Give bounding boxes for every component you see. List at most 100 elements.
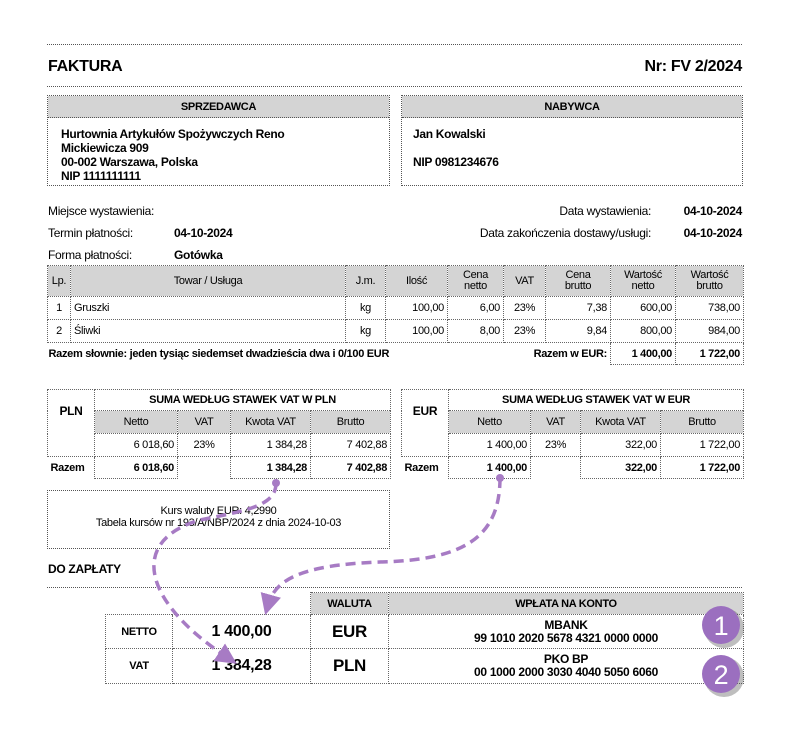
buyer-name: Jan Kowalski (413, 127, 486, 141)
cell: kg (345, 296, 386, 320)
pln-vat-table: PLN SUMA WEDŁUG STAWEK VAT W PLN Netto VAT… (47, 389, 392, 479)
cell: 984,00 (675, 319, 744, 343)
amount-in-words: Razem słownie: jeden tysiąc siedemset dw… (48, 347, 390, 360)
account-number: 00 1000 2000 3030 4040 5050 6060 (474, 665, 658, 679)
items-total-row: Razem słownie: jeden tysiąc siedemset dw… (48, 342, 744, 365)
exchange-rate-box: Kurs waluty EUR: 4,2990 Tabela kursów nr… (47, 490, 390, 549)
seller-nip: NIP 1111111111 (61, 169, 141, 183)
cell: 23% (177, 433, 231, 457)
delivery-label: Data zakończenia dostawy/usługi: (479, 226, 651, 240)
cell: 8,00 (447, 319, 504, 343)
rate-table: Tabela kursów nr 193/A/NBP/2024 z dnia 2… (95, 517, 342, 529)
pln-title: SUMA WEDŁUG STAWEK VAT W PLN (93, 389, 392, 411)
amount: 1 384,28 (172, 648, 311, 684)
table-row: 2 Śliwki kg 100,00 8,00 23% 9,84 800,00 984,00 (47, 319, 744, 343)
col-vat: VAT (177, 410, 231, 434)
cell: 7 402,88 (309, 456, 392, 479)
invoice-number: Nr: FV 2/2024 (644, 58, 743, 75)
col-netto: Netto (448, 410, 531, 434)
payment-row-vat: VAT 1 384,28 PLN PKO BP 00 1000 2000 3030… (105, 648, 744, 684)
due-date: 04-10-2024 (174, 226, 233, 240)
col-qty: Ilość (385, 265, 448, 297)
cell: 1 (47, 296, 71, 320)
buyer-header: NABYWCA (402, 96, 742, 118)
total-label: Razem w EUR: (533, 347, 608, 360)
method-label: Forma płatności: (48, 248, 132, 262)
cell: 7 402,88 (309, 433, 392, 457)
eur-total-row: Razem 1 400,00 322,00 1 722,00 (402, 456, 745, 479)
cell: 6,00 (447, 296, 504, 320)
total-label: Razem (50, 461, 85, 474)
seller-name: Hurtownia Artykułów Spożywczych Reno (61, 127, 285, 141)
cell: 1 384,28 (230, 433, 311, 457)
badge-1: 1 (702, 606, 744, 648)
cell: 9,84 (545, 319, 611, 343)
badge-2: 2 (702, 655, 744, 697)
cell: 6 018,60 (94, 433, 178, 457)
cell: 1 722,00 (659, 456, 745, 479)
divider (47, 587, 742, 588)
payment-method: Gotówka (174, 248, 223, 262)
buyer-box: NABYWCA Jan Kowalski NIP 0981234676 (401, 95, 743, 186)
col-brutto: Brutto (309, 410, 392, 434)
eur-label: EUR (401, 389, 449, 457)
col-net-value: Wartość netto (610, 265, 676, 297)
row-label: VAT (105, 648, 173, 684)
eur-vat-table: EUR SUMA WEDŁUG STAWEK VAT W EUR Netto VAT… (401, 389, 745, 479)
cell: 23% (530, 433, 581, 457)
bank-name: MBANK (544, 617, 588, 632)
currency: PLN (310, 648, 389, 684)
items-header-row: Lp. Towar / Usługa J.m. Ilość Cena netto… (47, 265, 744, 297)
items-table: Lp. Towar / Usługa J.m. Ilość Cena netto… (47, 265, 744, 365)
col-lp: Lp. (47, 265, 71, 297)
account-number: 99 1010 2020 5678 4321 0000 0000 (474, 630, 658, 645)
col-vat: VAT (503, 265, 546, 297)
col-vat-amount: Kwota VAT (230, 410, 311, 434)
amount-in-words-cell: Razem słownie: jeden tysiąc siedemset dw… (48, 343, 611, 365)
col-gross-value: Wartość brutto (675, 265, 744, 297)
invoice-title: FAKTURA (48, 58, 123, 75)
table-row: 6 018,60 23% 1 384,28 7 402,88 (48, 433, 392, 457)
due-label: Termin płatności: (48, 226, 133, 240)
cell: 322,00 (580, 433, 661, 457)
account-header: WPŁATA NA KONTO (388, 592, 744, 615)
cell: Śliwki (70, 319, 346, 343)
to-pay-title: DO ZAPŁATY (48, 562, 121, 576)
delivery-date: 04-10-2024 (683, 226, 743, 240)
cell: 100,00 (385, 296, 448, 320)
seller-header: SPRZEDAWCA (48, 96, 389, 118)
currency: EUR (310, 614, 389, 649)
cell: 800,00 (610, 319, 676, 343)
place-label: Miejsce wystawienia: (48, 204, 155, 218)
netto-arrow (260, 477, 502, 616)
total-brutto: 1 722,00 (675, 342, 744, 365)
eur-title: SUMA WEDŁUG STAWEK VAT W EUR (447, 389, 745, 411)
bank-name: PKO BP (543, 652, 589, 666)
cell: 6 018,60 (94, 456, 178, 479)
pln-label: PLN (47, 389, 95, 457)
vat-arrow (152, 482, 278, 664)
buyer-nip: NIP 0981234676 (413, 155, 499, 169)
col-vat-amount: Kwota VAT (580, 410, 661, 434)
row-label: NETTO (105, 614, 173, 649)
issue-date: 04-10-2024 (683, 204, 743, 218)
divider (47, 86, 742, 87)
svg-text:2: 2 (714, 660, 729, 690)
svg-text:1: 1 (714, 611, 729, 641)
divider (47, 44, 742, 45)
cell: 1 400,00 (448, 456, 531, 479)
seller-street: Mickiewicza 909 (61, 141, 149, 155)
pln-total-row: Razem 6 018,60 1 384,28 7 402,88 (48, 456, 392, 479)
cell: 2 (47, 319, 71, 343)
total-netto: 1 400,00 (610, 342, 676, 365)
issue-label: Data wystawienia: (559, 204, 651, 218)
table-row: 1 400,00 23% 322,00 1 722,00 (402, 433, 745, 457)
cell: 322,00 (580, 456, 661, 479)
cell: 600,00 (610, 296, 676, 320)
payment-table: WALUTA WPŁATA NA KONTO NETTO 1 400,00 EUR… (105, 592, 744, 684)
col-brutto: Brutto (659, 410, 745, 434)
seller-city: 00-002 Warszawa, Polska (61, 155, 198, 169)
seller-box: SPRZEDAWCA Hurtownia Artykułów Spożywczy… (47, 95, 390, 186)
total-label: Razem (404, 461, 439, 474)
